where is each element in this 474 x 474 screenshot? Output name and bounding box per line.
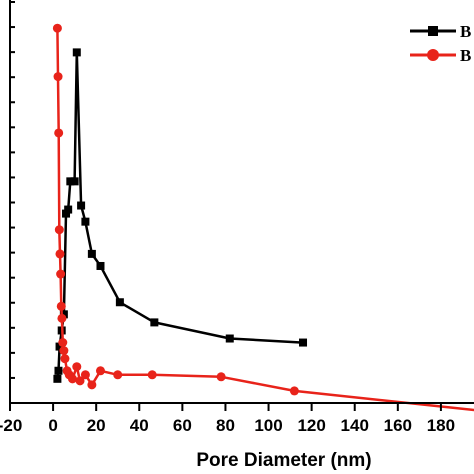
series-0-point-0: [53, 374, 62, 383]
series-0-point-9: [72, 48, 81, 57]
series-1-point-3: [54, 225, 64, 235]
x-tick-label-3: 40: [130, 416, 149, 435]
x-tick-label-5: 80: [216, 416, 235, 435]
series-1-point-10: [60, 354, 70, 364]
series-0-point-1: [54, 366, 63, 375]
x-axis-title: Pore Diameter (nm): [196, 450, 371, 471]
series-0-point-7: [66, 177, 75, 186]
x-tick-label-2: 20: [87, 416, 106, 435]
legend-marker-1: [427, 49, 439, 61]
legend: B B: [410, 22, 471, 65]
x-tick-label-8: 140: [341, 416, 369, 435]
series-0-point-8: [70, 177, 79, 186]
series-0-point-14: [115, 298, 124, 307]
legend-label-0: B: [460, 22, 471, 41]
x-tick-label-6: 100: [254, 416, 282, 435]
series-1-point-4: [55, 249, 65, 259]
x-axis-ticks: -20 0 20 40 60 80 100 120 140 160 180: [0, 403, 455, 435]
x-tick-label-9: 160: [384, 416, 412, 435]
series-1-point-9: [59, 346, 69, 356]
series-line-1: [56, 28, 474, 412]
series-1-point-19: [113, 370, 123, 380]
x-tick-label-10: 180: [427, 416, 455, 435]
plot-series: [52, 23, 474, 412]
series-0-point-15: [150, 318, 159, 327]
series-1-point-1: [53, 72, 63, 82]
x-tick-label-4: 60: [173, 416, 192, 435]
series-0-point-10: [77, 201, 86, 210]
series-0-point-12: [87, 249, 96, 258]
series-0-point-17: [299, 338, 308, 347]
series-0-point-13: [96, 261, 105, 270]
series-1-point-0: [52, 23, 62, 33]
legend-marker-0: [428, 26, 438, 36]
x-tick-label-1: 0: [48, 416, 57, 435]
series-1-point-2: [54, 128, 64, 138]
series-1-point-21: [216, 372, 226, 382]
series-1-point-5: [56, 269, 66, 279]
series-0-point-5: [62, 209, 71, 218]
series-1-point-18: [95, 366, 105, 376]
series-0-point-16: [225, 334, 234, 343]
series-1-point-6: [56, 301, 66, 311]
x-tick-label-0: -20: [0, 416, 22, 435]
series-1-point-17: [87, 380, 97, 390]
series-1-point-7: [57, 313, 67, 323]
series-0-point-11: [81, 217, 90, 226]
series-0-point-2: [55, 342, 64, 351]
series-1-point-20: [147, 370, 157, 380]
series-1-point-22: [289, 386, 299, 396]
series-1-point-14: [72, 362, 82, 372]
x-tick-label-7: 120: [297, 416, 325, 435]
series-line-0: [56, 51, 304, 379]
series-1-point-16: [80, 370, 90, 380]
series-0-point-6: [64, 205, 73, 214]
legend-label-1: B: [460, 46, 471, 65]
series-1-point-15: [75, 376, 85, 386]
series-1-point-8: [58, 338, 68, 348]
series-1-point-13: [67, 374, 77, 384]
